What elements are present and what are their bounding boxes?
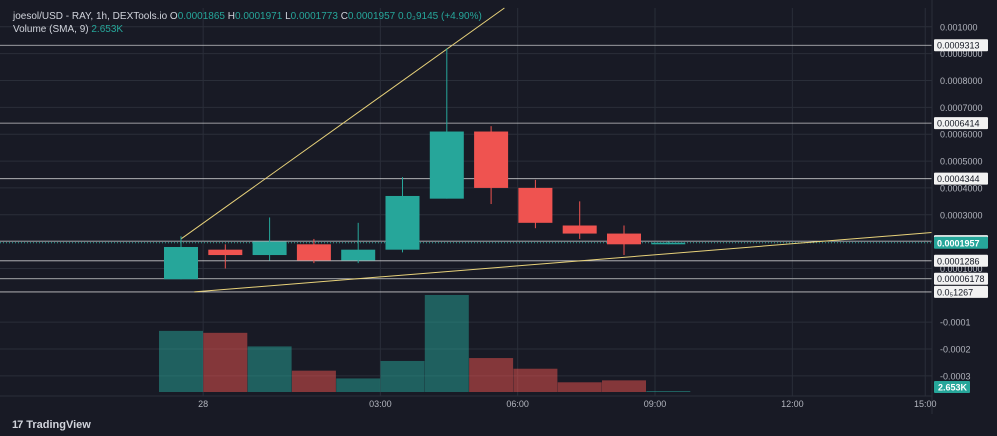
price-tick-label: 0.0003000 — [940, 210, 983, 220]
legend-open-label: O — [169, 11, 178, 22]
chart-legend: joesol/USD - RAY, 1h, DEXTools.io O0.000… — [13, 10, 482, 36]
level-label: 0.0009313 — [937, 41, 980, 51]
price-tick-label: 0.0009000 — [940, 49, 983, 59]
volume-bar — [291, 370, 336, 392]
level-label-box — [934, 172, 988, 185]
time-tick-label: 03:00 — [369, 399, 392, 409]
price-tick-label: 0.0001000 — [940, 264, 983, 274]
candle-body[interactable] — [385, 195, 420, 250]
level-label-box — [934, 272, 988, 285]
tradingview-logo-icon: 17 — [12, 419, 23, 431]
tradingview-brand: TradingView — [26, 419, 91, 431]
price-tick-label: 0.0004000 — [940, 183, 983, 193]
candle-body[interactable] — [607, 233, 641, 245]
legend-symbol: joesol/USD - RAY, 1h, DEXTools.io — [13, 11, 168, 22]
level-label-box — [934, 254, 988, 267]
legend-close-value: 0.0001957 — [347, 11, 396, 22]
trendline[interactable] — [194, 230, 952, 293]
price-tick-label: 0.0008000 — [940, 76, 983, 86]
volume-bar — [602, 380, 646, 392]
volume-bar — [646, 391, 691, 392]
volume-bar — [380, 360, 425, 392]
price-tick-label: -0.0002 — [940, 345, 971, 355]
volume-bar — [247, 346, 292, 392]
candle-body[interactable] — [518, 187, 553, 223]
legend-volume-label: Volume (SMA, 9) — [13, 24, 89, 35]
candle-body[interactable] — [296, 244, 331, 261]
candle-body[interactable] — [474, 131, 509, 188]
level-label-box — [934, 117, 988, 130]
legend-low-label: L — [285, 11, 291, 22]
current-volume-label: 2.653K — [938, 383, 968, 393]
legend-low-value: 0.0001773 — [290, 11, 338, 22]
legend-high-value: 0.0001971 — [235, 11, 283, 22]
level-label: 0.0001286 — [937, 256, 980, 266]
time-tick-label: 06:00 — [506, 399, 529, 409]
time-tick-label: 09:00 — [644, 399, 667, 409]
legend-high-label: H — [227, 11, 235, 22]
current-price-label-box — [934, 236, 988, 249]
volume-bar — [469, 358, 514, 392]
legend-volume-value: 2.653K — [91, 24, 124, 35]
candle-body[interactable] — [562, 225, 597, 234]
level-label-box — [934, 39, 988, 52]
price-tick-label: -0.0001 — [940, 318, 971, 328]
trendline[interactable] — [180, 7, 505, 240]
candle-body[interactable] — [341, 249, 376, 261]
time-tick-label: 12:00 — [781, 399, 804, 409]
level-label: 0.0006414 — [937, 119, 980, 129]
price-tick-label: -0.0003 — [940, 371, 971, 381]
level-label: 0.0₅1267 — [937, 287, 973, 297]
tradingview-logo[interactable]: 17 TradingView — [12, 419, 91, 431]
candle-body[interactable] — [252, 241, 287, 256]
time-tick-label: 15:00 — [914, 399, 937, 409]
price-tick-label: 0.0005000 — [940, 157, 983, 167]
price-tick-label: 0.0006000 — [940, 130, 983, 140]
level-label: 0.0004344 — [937, 174, 980, 184]
volume-bar — [513, 368, 558, 392]
candle-body[interactable] — [208, 249, 243, 256]
volume-bar — [336, 378, 381, 392]
price-tick-label: 0.001000 — [940, 22, 978, 32]
price-axis[interactable] — [932, 0, 997, 414]
level-label: 0.00006178 — [937, 274, 985, 284]
current-price-label: 0.0001957 — [937, 238, 980, 248]
legend-change: 0.0₃9145 (+4.90%) — [397, 11, 482, 22]
legend-open-value: 0.0001865 — [177, 11, 225, 22]
candle-body[interactable] — [651, 242, 686, 245]
volume-bar — [424, 295, 469, 392]
price-tick-label: 0.0007000 — [940, 103, 983, 113]
volume-bar — [203, 332, 248, 392]
candle-body[interactable] — [429, 131, 464, 199]
chart-footer: 17 TradingView — [0, 414, 997, 436]
level-label-box — [934, 285, 988, 298]
current-volume-label-box — [934, 381, 970, 393]
candle-body[interactable] — [164, 246, 198, 280]
volume-bar — [159, 330, 203, 392]
time-tick-label: 28 — [198, 399, 208, 409]
legend-close-label: C — [340, 11, 348, 22]
volume-bar — [557, 382, 602, 392]
